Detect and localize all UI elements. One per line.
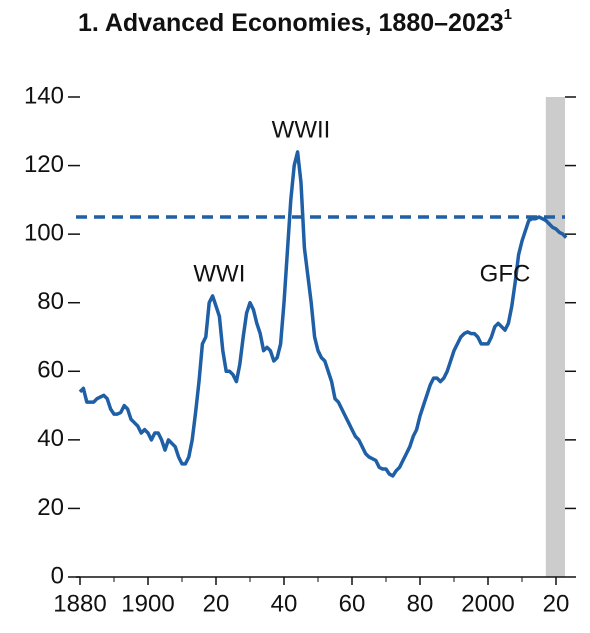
y-tick-label: 40 [37,425,64,452]
x-tick-label: 1900 [121,590,174,617]
chart-title: 1. Advanced Economies, 1880–20231 [78,6,512,37]
line-series [78,150,568,478]
x-tick-label: 20 [203,590,230,617]
x-tick-label: 20 [543,590,570,617]
title-text: 1. Advanced Economies, 1880–2023 [78,9,504,37]
x-tick-label: 1880 [53,590,106,617]
y-tick-label: 80 [37,288,64,315]
x-tick-label: 60 [339,590,366,617]
title-note: 1 [504,6,512,23]
annotation: GFC [480,261,531,288]
annotation: WWI [193,261,245,288]
x-tick-label: 80 [407,590,434,617]
y-tick-label: 60 [37,357,64,384]
y-tick-label: 0 [51,562,64,589]
y-tick-label: 20 [37,494,64,521]
annotation: WWII [272,117,331,144]
x-tick-label: 40 [271,590,298,617]
y-tick-label: 140 [24,82,64,109]
y-tick-label: 100 [24,219,64,246]
x-tick-label: 2000 [461,590,514,617]
y-tick-label: 120 [24,151,64,178]
shaded-region [545,97,565,577]
